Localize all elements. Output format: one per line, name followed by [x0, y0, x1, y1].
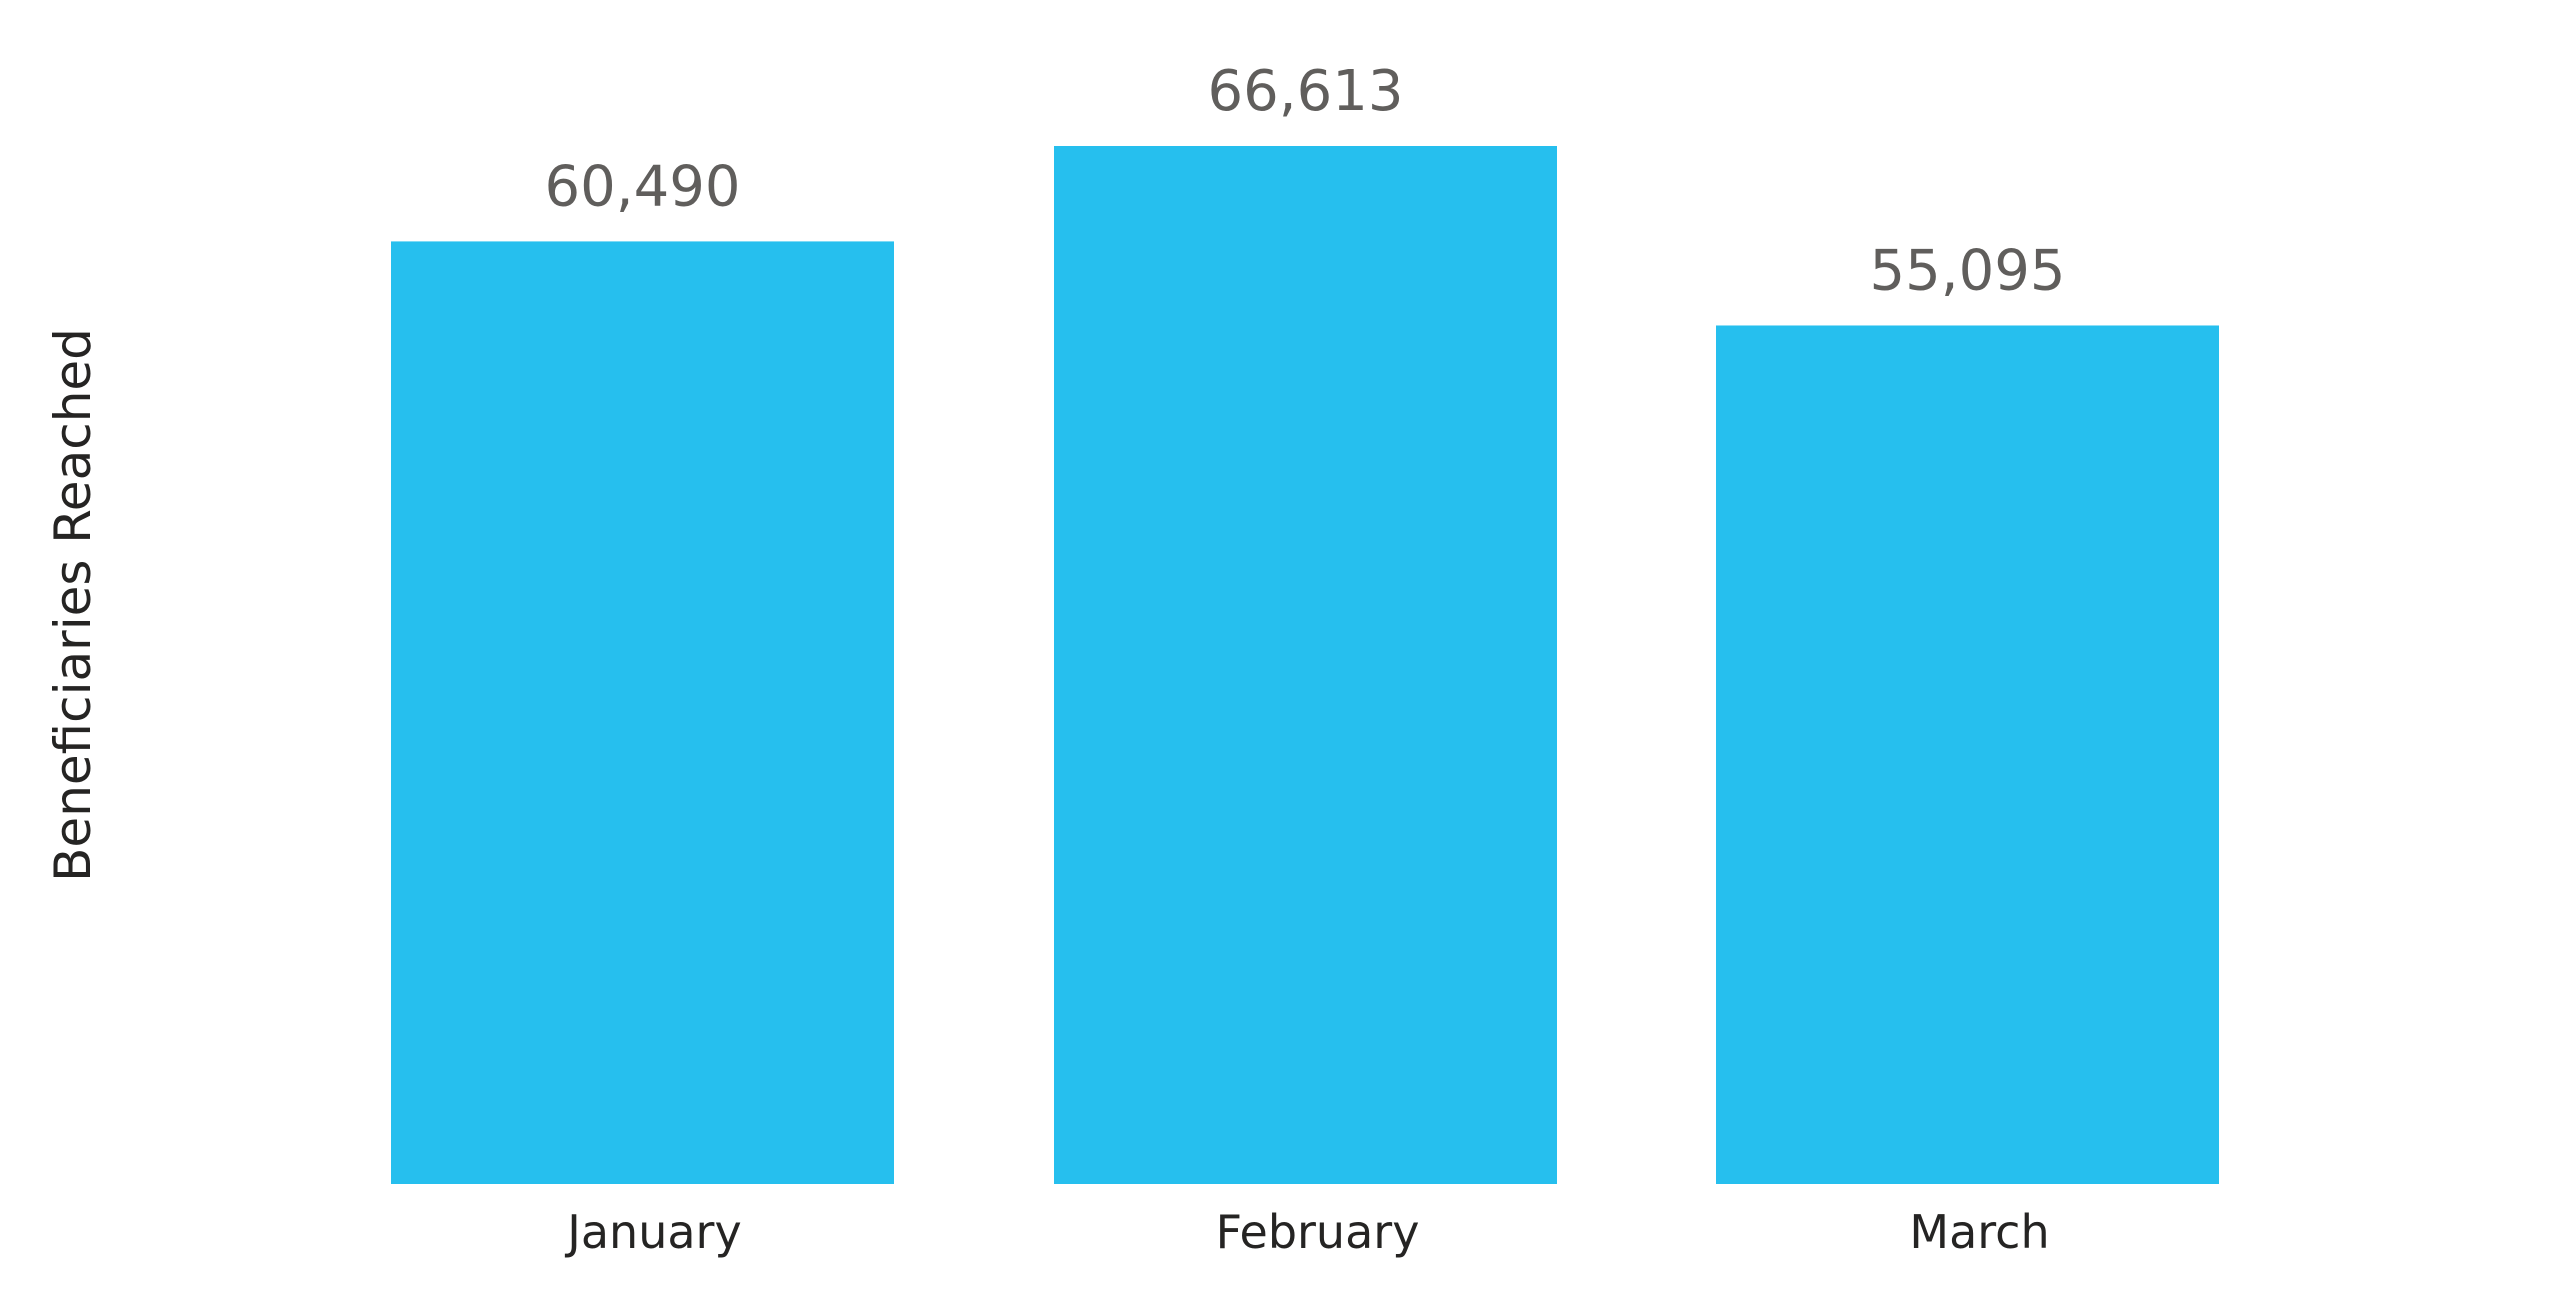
data-label-january: 60,490	[545, 154, 741, 219]
bar-january	[391, 241, 894, 1184]
x-tick-label-february: February	[1216, 1205, 1420, 1259]
data-label-february: 66,613	[1208, 59, 1404, 124]
bars-group	[391, 146, 2219, 1184]
x-axis-tick-labels: January February March	[564, 1205, 2049, 1259]
data-label-march: 55,095	[1870, 238, 2066, 303]
bar-february	[1054, 146, 1557, 1184]
y-axis-label: Beneficiaries Reached	[44, 328, 102, 882]
x-tick-label-january: January	[564, 1205, 741, 1259]
value-labels-group: 60,490 66,613 55,095	[545, 59, 2066, 303]
bar-march	[1716, 325, 2219, 1184]
x-tick-label-march: March	[1909, 1205, 2049, 1259]
